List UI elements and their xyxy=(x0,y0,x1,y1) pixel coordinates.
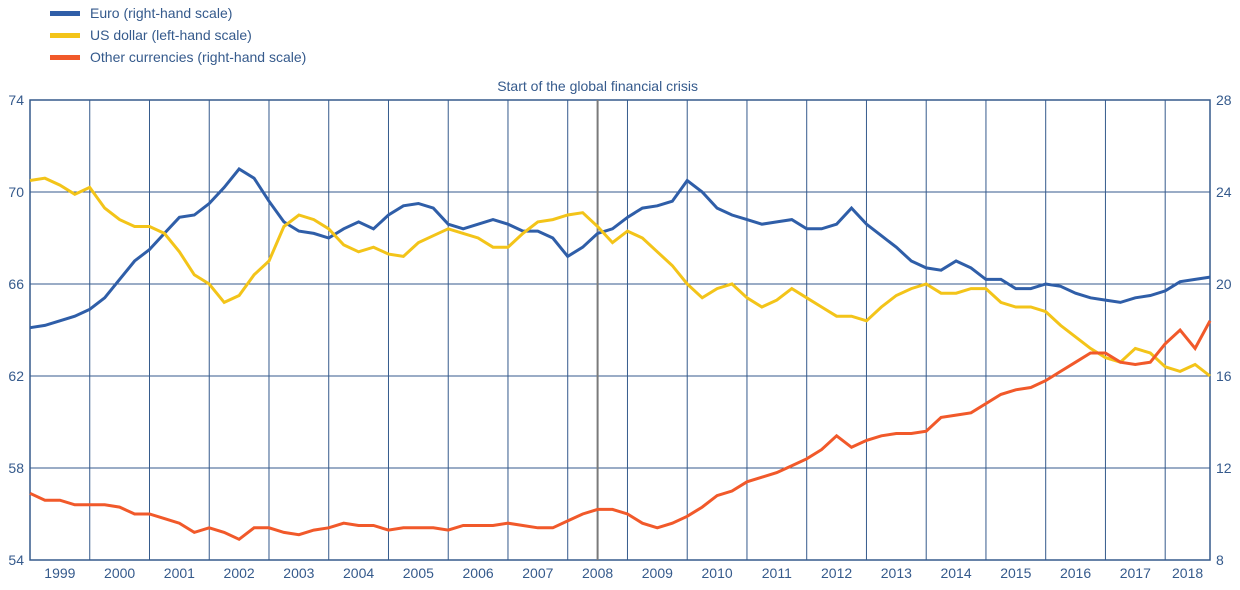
x-tick: 1999 xyxy=(44,565,75,581)
x-tick: 2018 xyxy=(1172,565,1203,581)
y-left-tick: 54 xyxy=(8,552,24,568)
x-tick: 2014 xyxy=(940,565,971,581)
series-line xyxy=(30,178,1210,376)
x-tick: 2013 xyxy=(881,565,912,581)
series-line xyxy=(30,169,1210,328)
x-tick: 2011 xyxy=(762,565,792,581)
chart-svg: 54 58 62 66 70 74 8 12 16 20 24 28 1999 2000 2001 2002 2… xyxy=(0,0,1240,590)
y-left-tick: 70 xyxy=(8,184,24,200)
y-right-tick: 12 xyxy=(1216,460,1232,476)
x-tick: 2007 xyxy=(522,565,553,581)
x-tick: 2000 xyxy=(104,565,135,581)
x-tick: 2008 xyxy=(582,565,613,581)
y-left-tick: 66 xyxy=(8,276,24,292)
x-tick: 2009 xyxy=(642,565,673,581)
y-right-tick: 24 xyxy=(1216,184,1232,200)
y-right-tick: 28 xyxy=(1216,92,1232,108)
plot-border xyxy=(30,100,1210,560)
y-left-tick: 58 xyxy=(8,460,24,476)
x-tick: 2010 xyxy=(702,565,733,581)
x-tick: 2005 xyxy=(403,565,434,581)
y-right-tick: 8 xyxy=(1216,552,1224,568)
y-right-tick: 20 xyxy=(1216,276,1232,292)
x-tick: 2002 xyxy=(224,565,255,581)
x-tick: 2017 xyxy=(1120,565,1151,581)
x-tick: 2003 xyxy=(283,565,314,581)
x-tick: 2006 xyxy=(463,565,494,581)
y-left-tick: 74 xyxy=(8,92,24,108)
y-left-tick: 62 xyxy=(8,368,24,384)
series-line xyxy=(30,321,1210,540)
y-right-tick: 16 xyxy=(1216,368,1232,384)
x-tick: 2016 xyxy=(1060,565,1091,581)
x-tick: 2004 xyxy=(343,565,374,581)
x-tick: 2015 xyxy=(1000,565,1031,581)
x-tick: 2012 xyxy=(821,565,852,581)
x-tick: 2001 xyxy=(164,565,195,581)
